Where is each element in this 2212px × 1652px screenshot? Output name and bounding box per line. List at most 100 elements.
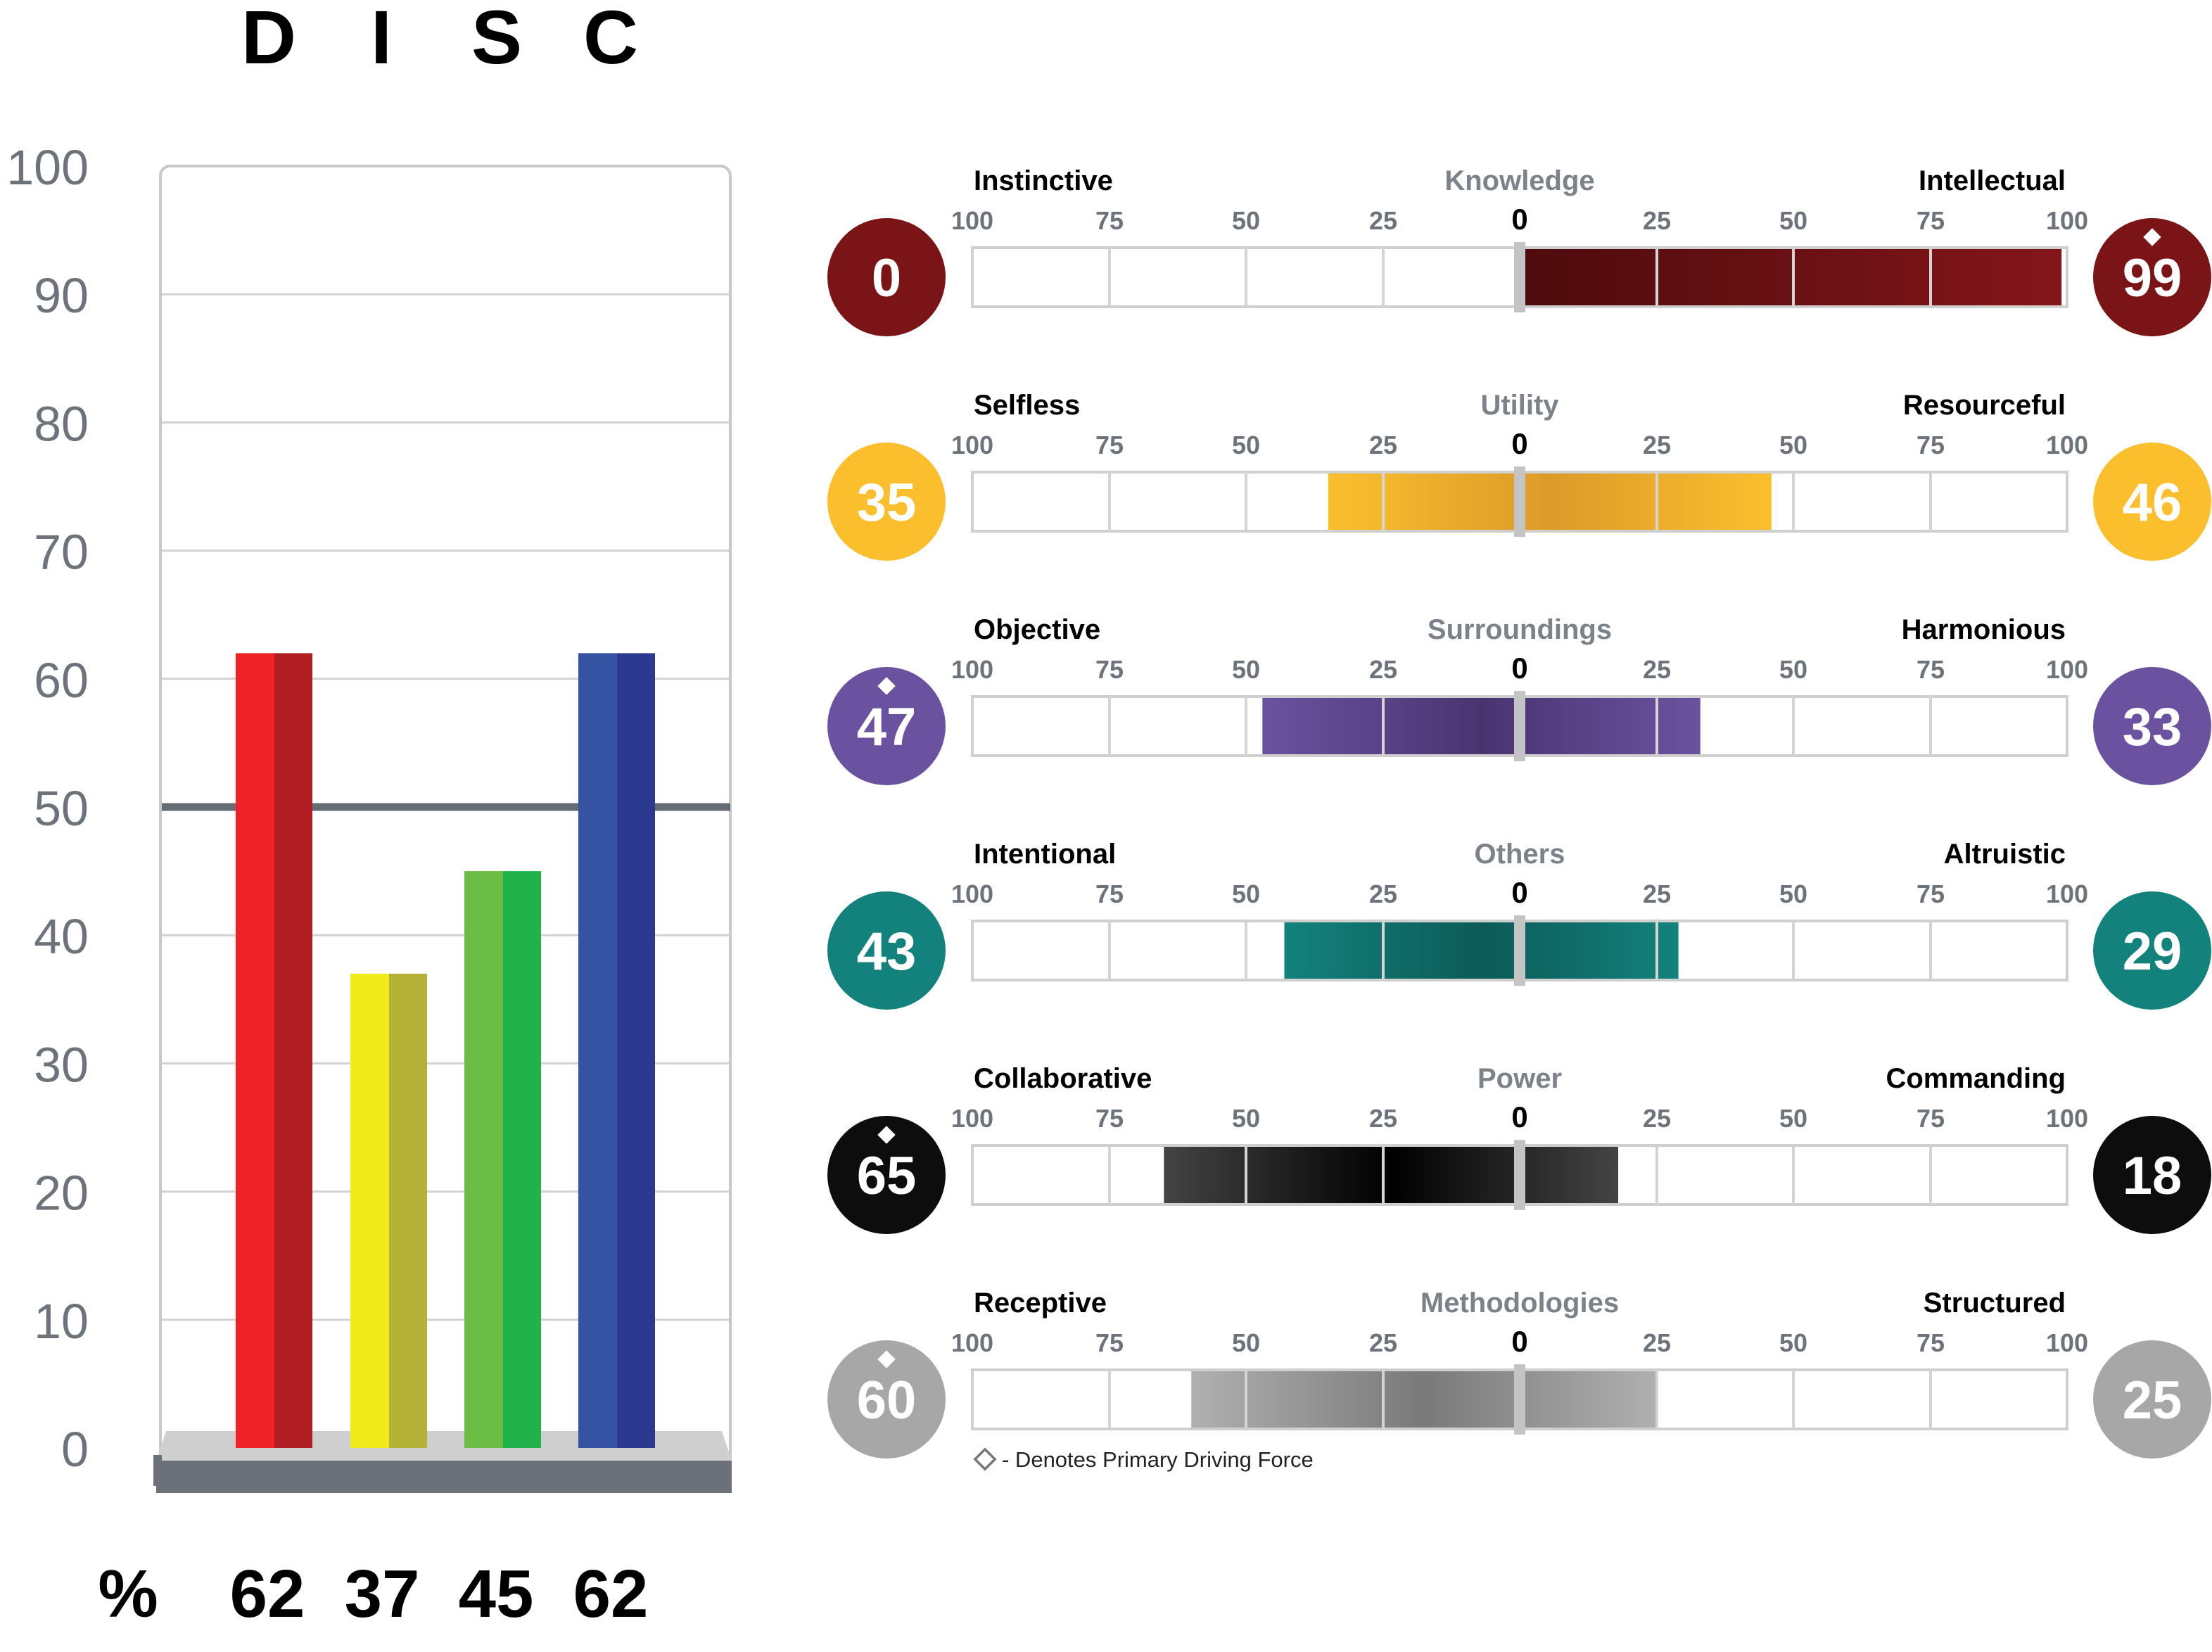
score-value: 60 xyxy=(857,1371,917,1430)
force-name: Surroundings xyxy=(1428,614,1612,645)
scale-label: 0 xyxy=(1511,876,1527,909)
score-circle xyxy=(827,1116,946,1234)
y-tick-label: 20 xyxy=(34,1166,89,1221)
scale-label: 50 xyxy=(1232,655,1260,684)
scale-label: 50 xyxy=(1232,206,1260,235)
disc-bar-left-face xyxy=(464,871,504,1448)
score-circle xyxy=(827,667,946,785)
disc-value-i: 37 xyxy=(345,1556,420,1632)
score-value: 99 xyxy=(2123,248,2182,308)
scale-label: 50 xyxy=(1232,1104,1260,1133)
disc-bar-left-face xyxy=(578,653,618,1448)
y-tick-label: 80 xyxy=(34,396,89,451)
scale-label: 50 xyxy=(1779,431,1807,459)
force-row-others: Intentional Others Altruistic 100 75 50 25 0 25 5… xyxy=(827,839,2211,1010)
y-tick-label: 70 xyxy=(34,525,89,580)
disc-value-c: 62 xyxy=(573,1556,649,1632)
force-left-score: 43 xyxy=(827,891,946,1010)
track-center-marker xyxy=(1514,1364,1525,1435)
scale-label: 100 xyxy=(2046,1104,2088,1133)
score-value: 29 xyxy=(2123,922,2182,981)
score-value: 0 xyxy=(872,248,901,308)
scale-label: 100 xyxy=(951,879,993,908)
disc-bar-right-face xyxy=(389,973,427,1448)
scale-label: 50 xyxy=(1232,879,1260,908)
y-tick-label: 50 xyxy=(34,781,89,836)
score-circle xyxy=(2093,443,2211,561)
scale-label: 100 xyxy=(951,1328,993,1357)
y-tick-label: 100 xyxy=(6,140,89,195)
force-row-power: Collaborative Power Commanding 100 75 50 25 0 25… xyxy=(827,1063,2211,1234)
score-value: 43 xyxy=(857,922,917,981)
force-right-label: Harmonious xyxy=(1902,614,2066,645)
score-circle xyxy=(827,891,946,1010)
disc-bar-c xyxy=(578,653,655,1448)
force-left-label: Selfless xyxy=(974,390,1080,421)
disc-platform-base xyxy=(156,1461,732,1493)
score-value: 35 xyxy=(857,473,917,533)
scale-label: 50 xyxy=(1779,655,1807,684)
score-value: 46 xyxy=(2123,473,2182,533)
y-tick-label: 60 xyxy=(34,653,89,708)
scale-label: 25 xyxy=(1643,655,1671,684)
force-right-score: 99 xyxy=(2093,218,2211,336)
force-right-score: 18 xyxy=(2093,1116,2211,1234)
scale-label: 0 xyxy=(1511,1100,1527,1133)
force-right-score: 25 xyxy=(2093,1340,2211,1459)
scale-label: 25 xyxy=(1643,879,1671,908)
disc-value-s: 45 xyxy=(459,1556,534,1632)
force-left-score: 35 xyxy=(827,443,946,561)
force-left-label: Intentional xyxy=(974,839,1116,870)
force-left-score: 47 xyxy=(827,667,946,785)
scale-label: 25 xyxy=(1369,1104,1397,1133)
y-tick-label: 0 xyxy=(61,1422,89,1477)
disc-y-axis: 0 10 20 30 40 50 60 70 80 90 100 xyxy=(6,140,89,1477)
force-right-label: Intellectual xyxy=(1919,165,2066,196)
disc-letter-d: D xyxy=(241,0,296,80)
scale-label: 0 xyxy=(1511,203,1527,236)
force-bar xyxy=(1328,474,1772,530)
force-bar xyxy=(1520,249,2062,305)
score-circle xyxy=(2093,891,2211,1010)
disc-letter-s: S xyxy=(471,0,522,80)
force-name: Power xyxy=(1477,1063,1562,1094)
score-circle xyxy=(827,218,946,336)
force-right-score: 29 xyxy=(2093,891,2211,1010)
score-circle xyxy=(2093,1340,2211,1459)
scale-label: 75 xyxy=(1917,206,1945,235)
scale-label: 100 xyxy=(2046,1328,2088,1357)
scale-label: 0 xyxy=(1511,652,1527,685)
disc-bar-right-face xyxy=(274,653,312,1448)
scale-label: 75 xyxy=(1917,431,1945,459)
force-right-score: 33 xyxy=(2093,667,2211,785)
scale-label: 25 xyxy=(1369,431,1397,459)
disc-bar-right-face xyxy=(617,653,655,1448)
force-left-label: Objective xyxy=(974,614,1100,645)
force-bar xyxy=(1191,1371,1657,1428)
scale-label: 100 xyxy=(2046,655,2088,684)
track-center-marker xyxy=(1514,915,1525,986)
y-tick-label: 10 xyxy=(34,1294,89,1349)
score-circle xyxy=(2093,667,2211,785)
scale-label: 50 xyxy=(1779,206,1807,235)
disc-bar-left-face xyxy=(350,973,390,1448)
force-left-label: Receptive xyxy=(974,1288,1107,1319)
force-right-label: Commanding xyxy=(1886,1063,2066,1094)
scale-label: 75 xyxy=(1917,879,1945,908)
track-center-marker xyxy=(1514,242,1525,312)
scale-label: 100 xyxy=(2046,206,2088,235)
force-left-score: 0 xyxy=(827,218,946,336)
scale-label: 75 xyxy=(1095,655,1124,684)
track-center-marker xyxy=(1514,691,1525,761)
force-name: Utility xyxy=(1480,390,1559,421)
scale-label: 0 xyxy=(1511,1325,1527,1358)
force-name: Knowledge xyxy=(1444,165,1594,196)
disc-bars xyxy=(236,653,655,1448)
score-value: 33 xyxy=(2123,697,2182,757)
driving-forces-chart: Instinctive Knowledge Intellectual 100 75 50 2… xyxy=(827,165,2211,1459)
disc-letter-i: I xyxy=(371,0,392,80)
score-value: 47 xyxy=(857,697,917,757)
score-value: 65 xyxy=(857,1146,917,1206)
disc-bar-i xyxy=(350,973,427,1448)
force-left-score: 60 xyxy=(827,1340,946,1459)
